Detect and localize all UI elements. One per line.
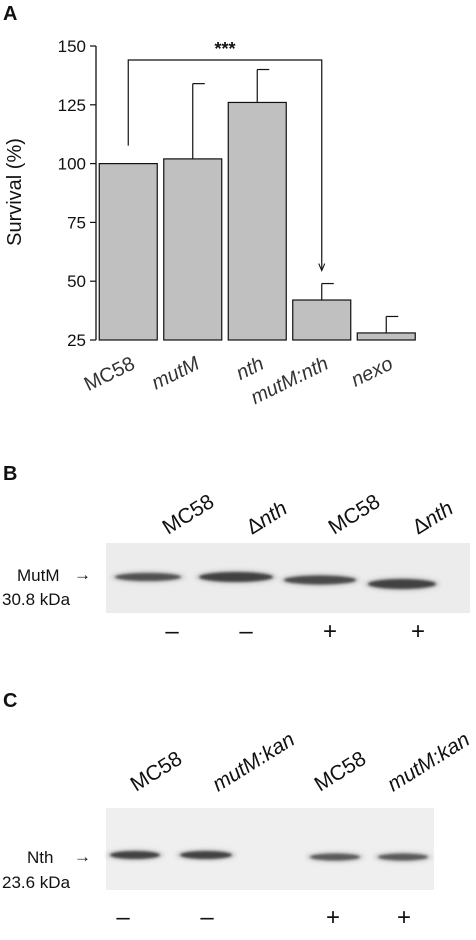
blot-c-arrow: → [74, 847, 91, 866]
protein-band [310, 853, 360, 861]
lane-label: MC58 [126, 747, 186, 796]
blot-b-treatment-signs: – – + + [165, 618, 425, 645]
bar-mutm-nth [292, 299, 352, 341]
protein-band [368, 579, 436, 589]
blot-c-treatment-signs: – – + + [116, 904, 411, 931]
y-tick-label: 100 [58, 155, 86, 174]
significance-bracket [127, 59, 323, 270]
y-tick-label: 75 [67, 213, 86, 232]
y-axis-label: Survival (%) [4, 138, 26, 246]
lane-label: MC58 [158, 490, 218, 539]
treatment-sign: – [116, 904, 130, 931]
bar-mc58 [98, 163, 158, 341]
x-category-label: MC58 [81, 353, 139, 396]
y-tick-label: 50 [67, 272, 86, 291]
x-category-label: mutM [148, 353, 203, 395]
treatment-sign: + [411, 618, 425, 645]
panel-c-letter: C [3, 690, 17, 712]
bar-mutm [163, 158, 223, 341]
treatment-sign: + [323, 618, 337, 645]
protein-band [180, 851, 232, 859]
lane-label: mutM:kan [383, 728, 473, 796]
treatment-sign: + [397, 904, 411, 931]
panel-b-letter: B [3, 463, 17, 485]
lane-label: Δnth [242, 497, 291, 539]
significance-label: *** [214, 39, 235, 59]
y-tick-label: 25 [67, 331, 86, 350]
x-category-label: nexo [348, 353, 397, 392]
lane-label: mutM:kan [208, 728, 298, 796]
protein-band [115, 573, 181, 581]
blot-c-protein-label: Nth [27, 848, 53, 867]
blot-b-protein-label: MutM [17, 566, 60, 585]
lane-label: MC58 [310, 747, 370, 796]
treatment-sign: – [239, 618, 253, 645]
lane-label: Δnth [408, 497, 457, 539]
y-tick-label: 150 [58, 37, 86, 56]
treatment-sign: – [200, 904, 214, 931]
protein-band [199, 572, 273, 582]
lane-label: MC58 [324, 490, 384, 539]
blot-b-arrow: → [74, 565, 91, 584]
protein-band [110, 851, 160, 859]
blot-c-membrane [106, 808, 434, 890]
treatment-sign: + [326, 904, 340, 931]
blot-c-bands [106, 849, 432, 863]
blot-c-mass-label: 23.6 kDa [2, 873, 71, 892]
blot-b-bands [111, 570, 440, 591]
blot-b-mass-label: 30.8 kDa [2, 590, 71, 609]
panel-a-letter: A [3, 3, 17, 25]
x-category-label: nth [233, 353, 268, 385]
protein-band [378, 853, 428, 861]
protein-band [284, 575, 356, 585]
y-tick-label: 125 [58, 96, 86, 115]
treatment-sign: – [165, 618, 179, 645]
blot-c-lane-labels: MC58 mutM:kan MC58 mutM:kan [126, 728, 473, 796]
bar-nexo [356, 332, 416, 341]
significance-arrowhead [318, 263, 326, 272]
bar-nth [227, 101, 287, 341]
blot-b-lane-labels: MC58 Δnth MC58 Δnth [158, 490, 457, 539]
